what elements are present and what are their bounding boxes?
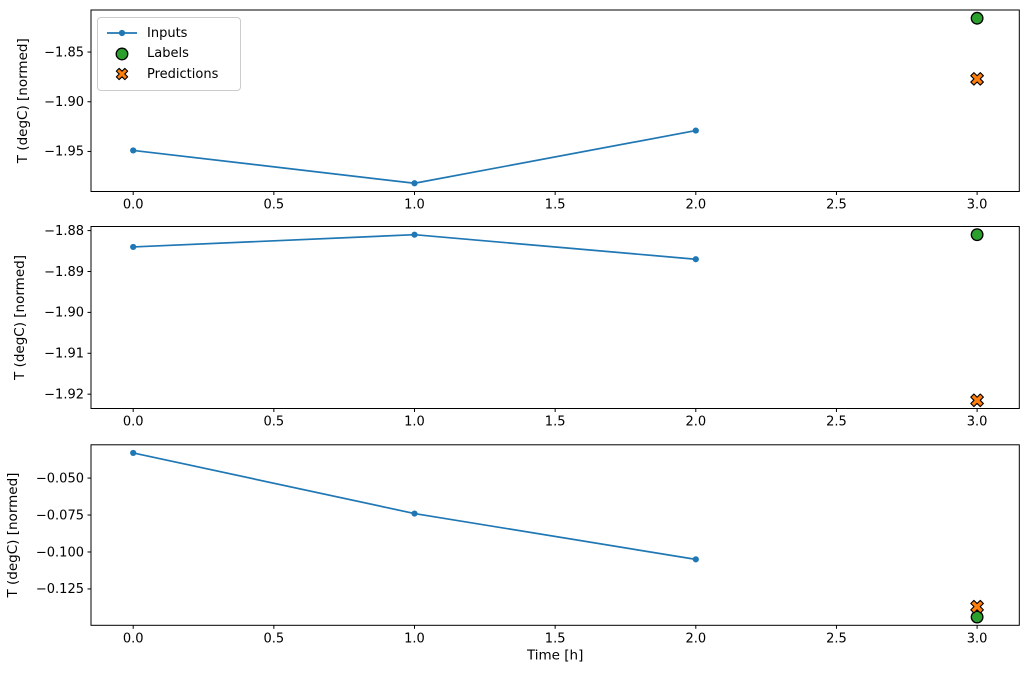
x-tick-label: 0.0 xyxy=(123,198,144,213)
subplot-1: 0.0 0.5 1.0 1.5 2.0 2.5 3.0 −1.85 −1.90 −1.95 T (d… xyxy=(15,9,1020,213)
inputs-point-marker xyxy=(411,510,418,517)
y-tick-label: −1.91 xyxy=(44,347,84,362)
y-axis-label: T (degC) [normed] xyxy=(15,38,31,164)
inputs-point-marker xyxy=(411,180,418,187)
axes-frame xyxy=(90,226,1020,409)
legend-label-inputs: Inputs xyxy=(147,25,188,41)
y-tick-label: −1.89 xyxy=(44,265,84,280)
y-tick-label: −0.075 xyxy=(36,508,84,523)
y-tick-label: −1.90 xyxy=(44,95,84,110)
inputs-line xyxy=(133,452,696,561)
inputs-point-marker xyxy=(130,449,137,457)
predictions-marker xyxy=(970,599,984,614)
labels-circle-icon xyxy=(115,47,129,61)
subplot-3: 0.0 0.5 1.0 1.5 2.0 2.5 3.0 −0.050 −0.075 −0.100 −… xyxy=(5,444,1020,663)
x-tick-label: 1.0 xyxy=(404,198,425,213)
predictions-x-icon xyxy=(115,68,129,81)
x-tick-label: 2.0 xyxy=(685,415,706,430)
y-tick-label: −0.100 xyxy=(36,545,84,560)
inputs-line-dot-icon xyxy=(107,30,137,37)
legend-label-predictions: Predictions xyxy=(147,66,219,82)
inputs-line xyxy=(133,233,696,261)
x-tick-label: 0.5 xyxy=(264,198,285,213)
x-tick-label: 1.0 xyxy=(404,415,425,430)
x-tick-label: 1.0 xyxy=(404,631,425,646)
x-tick-label: 1.5 xyxy=(545,198,566,213)
y-tick-label: −1.90 xyxy=(44,306,84,321)
x-tick-label: 2.5 xyxy=(826,631,847,646)
inputs-point-marker xyxy=(130,243,137,251)
x-tick-label: 1.5 xyxy=(545,415,566,430)
inputs-point-marker xyxy=(130,147,137,154)
x-tick-label: 0.5 xyxy=(264,631,285,646)
inputs-point-marker xyxy=(692,556,699,563)
x-tick-label: 2.5 xyxy=(826,198,847,213)
y-tick-label: −1.92 xyxy=(44,387,84,402)
subplot-2: 0.0 0.5 1.0 1.5 2.0 2.5 3.0 −1.88 −1.89 −1.90 −1.9… xyxy=(12,224,1020,430)
inputs-point-marker xyxy=(692,256,699,263)
legend-item-labels: Labels xyxy=(105,44,231,65)
x-tick-label: 0.0 xyxy=(123,631,144,646)
legend-item-predictions: Predictions xyxy=(105,64,231,85)
labels-marker xyxy=(970,11,984,25)
y-tick-label: −0.125 xyxy=(36,582,84,597)
legend-item-inputs: Inputs xyxy=(105,23,231,44)
labels-marker xyxy=(970,610,984,624)
x-axis-label: Time [h] xyxy=(526,647,583,663)
x-tick-label: 1.5 xyxy=(545,631,566,646)
x-tick-label: 2.5 xyxy=(826,415,847,430)
y-tick-label: −1.88 xyxy=(44,224,84,239)
x-tick-label: 2.0 xyxy=(685,631,706,646)
y-tick-label: −0.050 xyxy=(36,471,84,486)
y-tick-label: −1.95 xyxy=(44,145,84,160)
inputs-point-marker xyxy=(692,127,699,134)
x-tick-label: 0.5 xyxy=(264,415,285,430)
predictions-marker xyxy=(970,393,984,408)
x-tick-label: 0.0 xyxy=(123,415,144,430)
x-tick-label: 3.0 xyxy=(967,631,988,646)
inputs-point-marker xyxy=(411,231,418,238)
labels-marker xyxy=(970,228,984,242)
legend: Inputs Labels Predictions xyxy=(97,17,241,91)
x-tick-label: 3.0 xyxy=(967,198,988,213)
y-tick-label: −1.85 xyxy=(44,45,84,60)
inputs-line xyxy=(133,129,696,185)
x-tick-label: 3.0 xyxy=(967,415,988,430)
x-tick-label: 2.0 xyxy=(685,198,706,213)
legend-label-labels: Labels xyxy=(147,46,189,62)
y-axis-label: T (degC) [normed] xyxy=(12,255,28,381)
y-axis-label: T (degC) [normed] xyxy=(5,473,21,599)
axes-frame xyxy=(90,444,1020,626)
predictions-marker xyxy=(970,72,984,86)
